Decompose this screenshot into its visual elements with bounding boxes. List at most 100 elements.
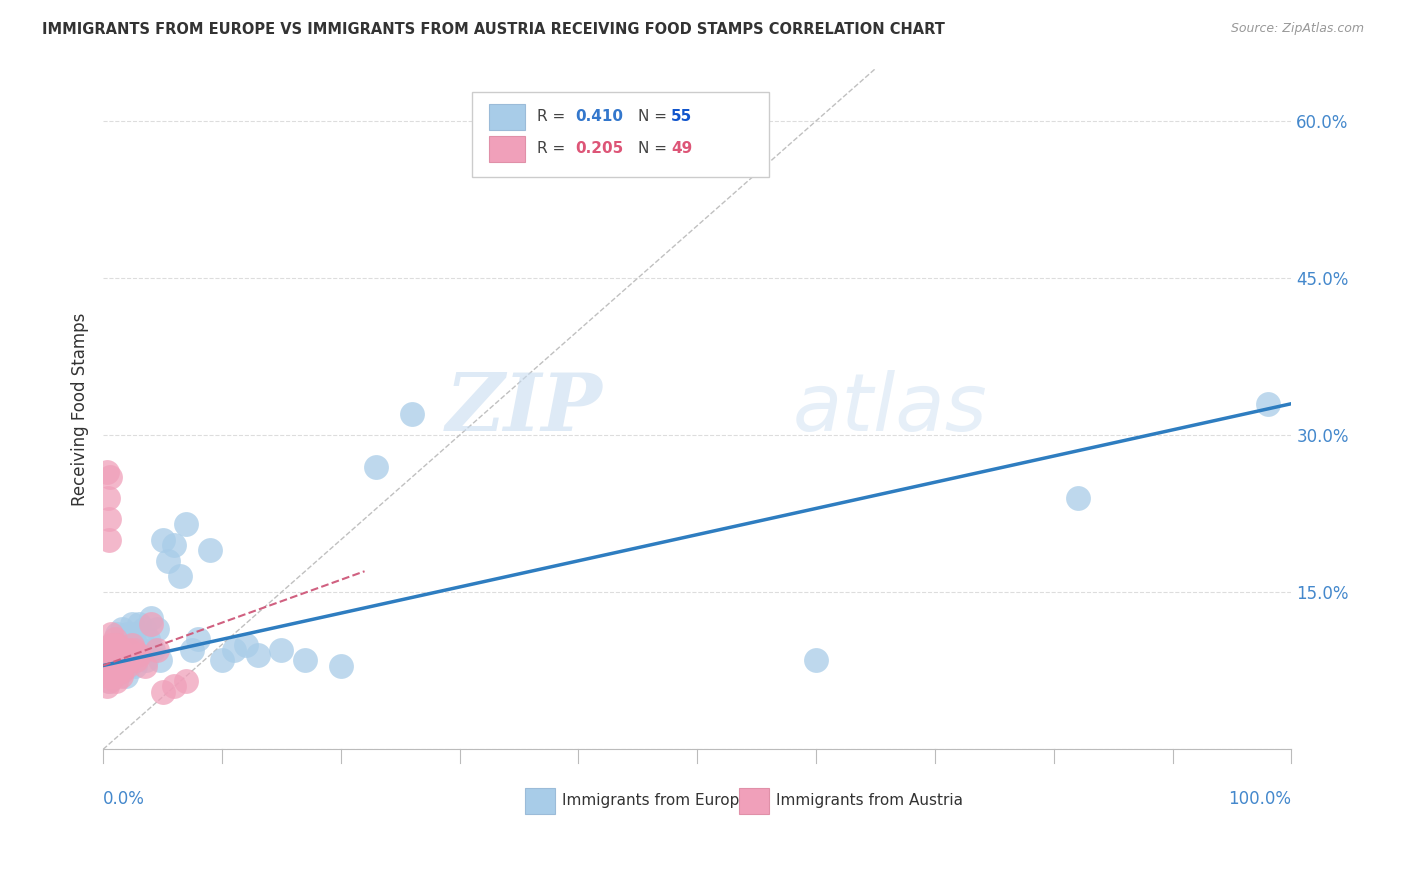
Point [157, 554, 180, 568]
Point [139, 616, 162, 631]
Point [100, 648, 122, 662]
Point [100, 653, 122, 667]
Point [121, 638, 143, 652]
Y-axis label: Receiving Food Stamps: Receiving Food Stamps [72, 312, 89, 506]
Bar [489, 104, 524, 130]
Text: IMMIGRANTS FROM EUROPE VS IMMIGRANTS FROM AUSTRIA RECEIVING FOOD STAMPS CORRELAT: IMMIGRANTS FROM EUROPE VS IMMIGRANTS FRO… [42, 22, 945, 37]
Point [112, 658, 135, 673]
Point [235, 638, 257, 652]
Point [98, 669, 121, 683]
Point [117, 653, 139, 667]
Point [128, 616, 150, 631]
Point [104, 664, 127, 678]
Point [169, 569, 191, 583]
Point [115, 627, 138, 641]
Point [114, 669, 136, 683]
Point [111, 664, 134, 678]
Point [98, 653, 121, 667]
Text: N =: N = [638, 141, 666, 156]
Point [163, 680, 186, 694]
Text: R =: R = [537, 110, 565, 124]
Point [100, 627, 122, 641]
Text: atlas: atlas [793, 370, 987, 448]
Point [97, 664, 120, 678]
Point [139, 611, 162, 625]
Point [122, 627, 145, 641]
Point [181, 642, 204, 657]
Point [142, 642, 165, 657]
Point [121, 616, 143, 631]
Point [121, 648, 143, 662]
Point [105, 648, 128, 662]
Point [107, 664, 129, 678]
Point [98, 470, 121, 484]
Point [111, 648, 134, 662]
Point [98, 512, 121, 526]
Point [136, 632, 159, 647]
Point [211, 653, 233, 667]
Point [97, 491, 120, 505]
FancyBboxPatch shape [471, 93, 769, 178]
Point [804, 653, 827, 667]
Point [198, 543, 221, 558]
Point [110, 664, 132, 678]
Point [125, 638, 148, 652]
Text: R =: R = [537, 141, 565, 156]
Point [98, 674, 121, 689]
Text: 0.205: 0.205 [575, 141, 623, 156]
Point [222, 642, 245, 657]
Point [105, 674, 128, 689]
Text: ZIP: ZIP [446, 370, 602, 448]
Text: 100.0%: 100.0% [1229, 790, 1292, 808]
Point [117, 648, 139, 662]
Point [1257, 397, 1279, 411]
Point [98, 648, 121, 662]
Point [145, 622, 167, 636]
Point [114, 653, 136, 667]
Point [112, 653, 135, 667]
Point [96, 465, 118, 479]
Point [100, 638, 122, 652]
Point [1066, 491, 1088, 505]
Point [103, 669, 125, 683]
Point [101, 642, 124, 657]
Point [107, 648, 129, 662]
Text: 0.410: 0.410 [575, 110, 623, 124]
Point [101, 642, 124, 657]
Point [110, 632, 132, 647]
Point [110, 653, 132, 667]
Point [152, 533, 174, 547]
Point [401, 407, 423, 421]
Point [134, 658, 156, 673]
Point [105, 642, 128, 657]
Point [114, 648, 136, 662]
Point [105, 658, 128, 673]
Point [132, 622, 155, 636]
Point [111, 622, 134, 636]
Point [124, 658, 146, 673]
Point [163, 538, 186, 552]
Point [366, 459, 388, 474]
Point [101, 658, 124, 673]
Point [96, 680, 118, 694]
Point [128, 648, 150, 662]
Point [103, 653, 125, 667]
Point [145, 642, 167, 657]
Point [125, 653, 148, 667]
Point [105, 664, 128, 678]
Point [115, 658, 138, 673]
Point [149, 653, 172, 667]
Point [98, 674, 121, 689]
Point [104, 632, 127, 647]
Point [329, 658, 352, 673]
Text: 55: 55 [671, 110, 692, 124]
Point [118, 658, 141, 673]
Point [176, 674, 198, 689]
Point [108, 642, 131, 657]
Point [104, 648, 127, 662]
Point [118, 642, 141, 657]
Point [97, 669, 120, 683]
Point [176, 517, 198, 532]
Point [270, 642, 292, 657]
Point [120, 638, 142, 652]
